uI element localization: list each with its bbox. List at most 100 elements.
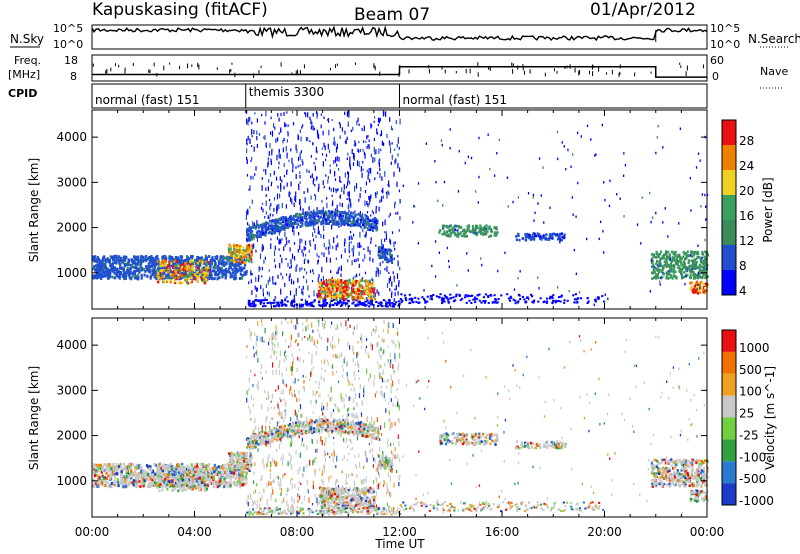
heatmap-cell bbox=[119, 472, 123, 476]
heatmap-cell bbox=[297, 216, 300, 220]
heatmap-cell bbox=[696, 273, 700, 277]
heatmap-cell bbox=[105, 471, 108, 475]
heatmap-cell bbox=[320, 233, 322, 239]
heatmap-cell bbox=[264, 305, 267, 307]
heatmap-cell bbox=[339, 291, 342, 295]
heatmap-cell bbox=[336, 214, 339, 217]
heatmap-cell bbox=[517, 232, 520, 236]
heatmap-cell bbox=[336, 163, 338, 167]
heatmap-cell bbox=[204, 281, 207, 285]
heatmap-cell bbox=[388, 140, 391, 146]
heatmap-cell bbox=[685, 256, 688, 260]
heatmap-cell bbox=[220, 466, 223, 470]
heatmap-cell bbox=[219, 269, 222, 273]
heatmap-cell bbox=[347, 217, 350, 220]
heatmap-cell bbox=[134, 256, 137, 260]
heatmap-cell bbox=[307, 137, 309, 141]
heatmap-cell bbox=[123, 259, 126, 263]
heatmap-cell bbox=[386, 250, 389, 253]
heatmap-cell bbox=[181, 462, 184, 466]
heatmap-cell bbox=[303, 213, 306, 216]
heatmap-cell bbox=[359, 231, 361, 238]
heatmap-cell bbox=[328, 149, 331, 153]
heatmap-cell bbox=[175, 266, 179, 270]
heatmap-cell bbox=[357, 222, 360, 226]
nsky-line bbox=[91, 25, 708, 42]
heatmap-cell bbox=[303, 191, 305, 194]
heatmap-cell bbox=[352, 284, 355, 288]
heatmap-cell bbox=[680, 274, 684, 278]
heatmap-cell bbox=[653, 270, 656, 274]
heatmap-cell bbox=[356, 217, 359, 221]
heatmap-cell bbox=[457, 225, 461, 228]
heatmap-cell bbox=[317, 289, 320, 293]
heatmap-cell bbox=[663, 263, 666, 267]
heatmap-cell bbox=[236, 480, 239, 484]
heatmap-cell bbox=[127, 467, 131, 471]
heatmap-cell bbox=[186, 464, 189, 468]
heatmap-cell bbox=[299, 219, 302, 223]
heatmap-cell bbox=[315, 211, 317, 215]
heatmap-cell bbox=[327, 118, 330, 123]
heatmap-cell bbox=[312, 180, 314, 185]
heatmap-cell bbox=[603, 251, 605, 254]
heatmap-cell bbox=[322, 275, 324, 281]
heatmap-cell bbox=[253, 222, 255, 229]
nave-dot bbox=[578, 70, 580, 76]
heatmap-cell bbox=[684, 252, 687, 256]
heatmap-cell bbox=[297, 249, 299, 253]
heatmap-cell bbox=[451, 231, 454, 235]
heatmap-cell bbox=[171, 276, 174, 279]
heatmap-cell bbox=[371, 210, 373, 213]
nsearch-tick-bottom: 10^0 bbox=[710, 38, 740, 51]
heatmap-cell bbox=[389, 254, 391, 257]
heatmap-cell bbox=[348, 195, 350, 201]
heatmap-cell bbox=[115, 254, 118, 258]
heatmap-cell bbox=[556, 237, 560, 241]
heatmap-cell bbox=[164, 260, 167, 264]
heatmap-cell bbox=[270, 160, 272, 166]
heatmap-cell bbox=[356, 220, 359, 223]
heatmap-cell bbox=[162, 265, 165, 269]
heatmap-cell bbox=[397, 291, 399, 296]
heatmap-cell bbox=[518, 238, 521, 242]
heatmap-cell bbox=[307, 188, 309, 193]
power-colorbar-label: Power [dB] bbox=[761, 177, 775, 242]
heatmap-cell bbox=[328, 129, 330, 136]
heatmap-cell bbox=[376, 220, 379, 223]
heatmap-cell bbox=[690, 254, 692, 257]
heatmap-cell bbox=[359, 296, 362, 299]
heatmap-cell bbox=[250, 253, 253, 257]
heatmap-cell bbox=[301, 303, 304, 306]
heatmap-cell bbox=[679, 256, 681, 260]
heatmap-cell bbox=[276, 206, 279, 211]
heatmap-cell bbox=[692, 274, 695, 277]
heatmap-cell bbox=[368, 219, 371, 222]
heatmap-cell bbox=[354, 221, 356, 224]
heatmap-cell bbox=[342, 295, 345, 298]
nave-dot bbox=[399, 64, 401, 70]
heatmap-cell bbox=[482, 296, 486, 299]
heatmap-cell bbox=[331, 224, 333, 230]
heatmap-cell bbox=[307, 112, 309, 118]
heatmap-cell bbox=[390, 161, 392, 165]
heatmap-cell bbox=[372, 258, 374, 263]
heatmap-cell bbox=[345, 290, 348, 294]
heatmap-cell bbox=[390, 249, 393, 253]
heatmap-cell bbox=[290, 264, 292, 269]
heatmap-cell bbox=[290, 301, 293, 304]
heatmap-cell bbox=[371, 277, 373, 281]
heatmap-cell bbox=[136, 474, 139, 477]
heatmap-cell bbox=[363, 247, 365, 250]
heatmap-cell bbox=[331, 214, 334, 218]
heatmap-cell bbox=[309, 116, 311, 120]
heatmap-cell bbox=[691, 255, 694, 258]
heatmap-cell bbox=[246, 230, 249, 233]
heatmap-cell bbox=[179, 260, 182, 264]
heatmap-cell bbox=[188, 269, 191, 272]
heatmap-cell bbox=[324, 286, 327, 290]
heatmap-cell bbox=[311, 121, 313, 127]
heatmap-cell bbox=[138, 472, 141, 476]
heatmap-cell bbox=[190, 472, 193, 476]
heatmap-cell bbox=[278, 148, 280, 153]
